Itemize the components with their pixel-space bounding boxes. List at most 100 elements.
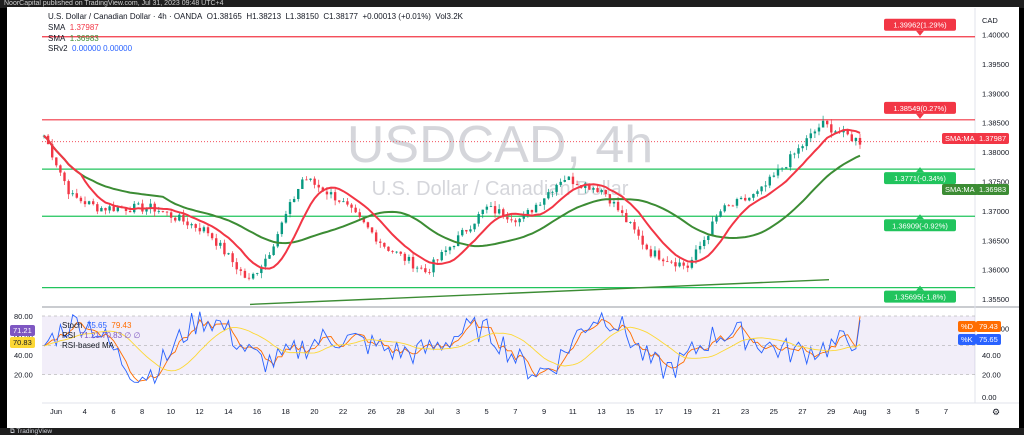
- candle-body: [735, 199, 739, 206]
- candle-body: [497, 209, 501, 214]
- candle-body: [805, 138, 808, 147]
- candle-body: [563, 180, 566, 182]
- candle-body: [403, 253, 407, 261]
- candle-body: [715, 216, 718, 222]
- candle-body: [379, 241, 382, 243]
- candle-body: [612, 201, 616, 204]
- candle-body: [534, 204, 538, 213]
- candle-body: [96, 204, 99, 212]
- candle-body: [100, 207, 103, 212]
- candle-body: [256, 273, 259, 274]
- candle-body: [108, 206, 111, 211]
- candle-body: [313, 178, 316, 185]
- price-tick-label: 1.35500: [982, 295, 1009, 304]
- candle-body: [112, 206, 115, 212]
- candles[interactable]: [42, 115, 862, 281]
- time-tick-label: 3: [456, 407, 460, 416]
- candle-body: [452, 246, 456, 248]
- candle-body: [670, 261, 673, 263]
- candle-body: [473, 223, 476, 230]
- candle-body: [547, 192, 550, 199]
- stoch-legend[interactable]: Stoch 75.65 79.43: [62, 321, 132, 330]
- indicator-left-tick: 20.00: [14, 371, 33, 380]
- level-label-bg: [884, 101, 956, 114]
- level-label[interactable]: 1.36909(-0.92%): [884, 214, 956, 232]
- level-label[interactable]: 1.3771(-0.34%): [884, 167, 956, 185]
- candle-body: [190, 224, 193, 226]
- rsi-value-tag: 71.21: [10, 325, 35, 336]
- candle-body: [325, 191, 329, 195]
- level-label-text: 1.39962(1.29%): [893, 21, 947, 30]
- candle-body: [469, 229, 472, 232]
- candle-body: [284, 213, 288, 223]
- currency-label[interactable]: CAD: [982, 16, 998, 25]
- candle-body: [477, 214, 480, 224]
- tradingview-logo[interactable]: ⧉ TradingView: [10, 428, 53, 435]
- level-label[interactable]: 1.39962(1.29%): [884, 18, 956, 36]
- time-tick-label: 7: [944, 407, 948, 416]
- candle-body: [63, 172, 66, 182]
- close-value: C1.38177: [323, 12, 359, 21]
- level-label[interactable]: 1.38549(0.27%): [884, 101, 956, 119]
- candle-body: [530, 210, 534, 213]
- candle-body: [538, 204, 542, 206]
- candle-body: [723, 205, 726, 212]
- candle-body: [354, 207, 357, 213]
- candle-body: [137, 203, 140, 205]
- time-tick-label: 9: [542, 407, 546, 416]
- candle-body: [124, 208, 128, 212]
- candle-body: [71, 193, 74, 195]
- watermark-name: U.S. Dollar / Canadian Dollar: [372, 178, 629, 200]
- settings-gear-icon[interactable]: ⚙: [992, 408, 1000, 418]
- sma-fast-axis-label: SMA:MA: [942, 133, 978, 144]
- candle-body: [592, 188, 595, 190]
- candle-body: [317, 184, 320, 188]
- rsi-legend[interactable]: RSI 71.21 70.83 ∅ ∅: [62, 331, 141, 340]
- candle-body: [272, 246, 275, 256]
- symbol-title[interactable]: U.S. Dollar / Canadian Dollar · 4h · OAN…: [48, 12, 203, 21]
- candle-body: [149, 203, 152, 209]
- candle-body: [489, 206, 493, 207]
- candle-body: [383, 242, 386, 247]
- level-arrow: [916, 113, 924, 119]
- candle-body: [141, 203, 144, 212]
- time-tick-label: 19: [683, 407, 691, 416]
- candle-body: [251, 273, 255, 279]
- candle-body: [518, 218, 521, 223]
- level-label-bg: [884, 219, 956, 232]
- srv2-legend[interactable]: SRv2 0.00000 0.00000: [48, 44, 133, 54]
- candle-body: [461, 229, 464, 236]
- candle-body: [329, 192, 333, 195]
- stoch-d-axis-label: %D: [958, 321, 977, 332]
- candle-body: [809, 133, 812, 139]
- sma-slow-legend[interactable]: SMA 1.36983: [48, 33, 99, 43]
- stoch-d-axis-value: 79.43: [976, 321, 1001, 332]
- candle-body: [858, 137, 862, 145]
- candle-body: [350, 204, 353, 208]
- sma-fast-legend[interactable]: SMA 1.37987: [48, 22, 99, 32]
- candle-body: [186, 221, 189, 226]
- candle-body: [465, 229, 468, 232]
- candle-body: [789, 154, 792, 168]
- rsi-ma-legend[interactable]: RSI-based MA: [62, 341, 115, 350]
- candle-body: [559, 181, 562, 185]
- tradingview-icon: ⧉: [10, 428, 15, 435]
- sma-fast-axis-value: 1.37987: [976, 133, 1010, 144]
- time-tick-label: 15: [626, 407, 634, 416]
- time-tick-label: 21: [712, 407, 720, 416]
- indicator-right-tick: 0.00: [982, 393, 997, 402]
- candle-body: [493, 206, 497, 214]
- candle-body: [436, 259, 439, 261]
- candle-body: [374, 232, 378, 242]
- level-arrow: [916, 167, 924, 173]
- candle-body: [698, 246, 702, 250]
- sma-slow-value: 1.36983: [69, 33, 99, 43]
- indicator-left-tick: 80.00: [14, 312, 33, 321]
- level-label[interactable]: 1.35695(-1.8%): [884, 285, 956, 303]
- price-tick-label: 1.38000: [982, 148, 1009, 157]
- high-value: H1.38213: [246, 12, 282, 21]
- candle-body: [764, 185, 767, 187]
- candle-body: [420, 267, 423, 269]
- candle-body: [411, 256, 415, 269]
